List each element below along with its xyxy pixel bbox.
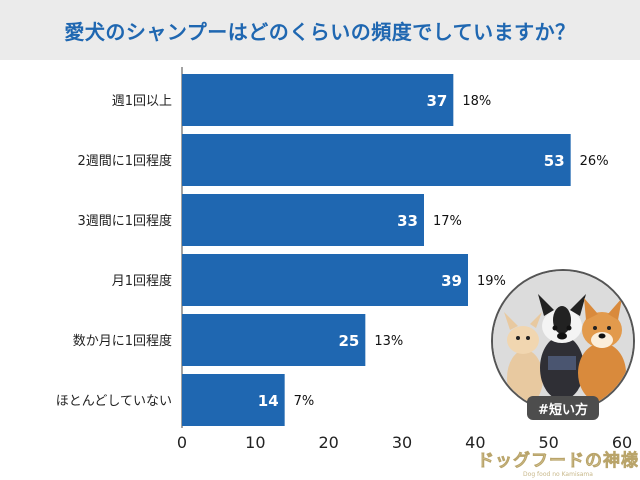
category-labels: 週1回以上 2週間に1回程度 3週間に1回程度月1回程度数か月に1回程度ほとんどして… [56,94,172,409]
bar-value-label: 53 [544,152,565,170]
category-label: ほとんどしていない [56,394,172,409]
page-title: 愛犬のシャンプーはどのくらいの頻度でしていますか？ [64,19,576,44]
bar-percent-label: 19% [477,274,506,289]
bar-percent-label: 26% [580,154,609,169]
bar-value-label: 33 [397,212,418,230]
bar-value-label: 37 [426,92,447,110]
bar-percent-label: 17% [433,214,462,229]
x-tick-labels: 0 10 20 30 40 50 60 [177,433,632,452]
bar [182,134,571,186]
bar [182,194,424,246]
brand-logo: ドッグフードの神様 Dog food no Kamisama [477,445,639,480]
bar [182,254,468,306]
bar [182,74,454,126]
bar-percent-label: 7% [294,394,315,409]
x-tick-label: 10 [245,433,265,452]
x-tick-label: 50 [538,433,558,452]
bar [182,374,285,426]
category-label: 3週間に1回程度 [77,213,172,229]
title-bar: 愛犬のシャンプーはどのくらいの頻度でしていますか？ [0,0,640,60]
x-tick-label: 60 [612,433,632,452]
category-label: 数か月に1回程度 [73,333,172,349]
category-label: 月1回程度 [112,273,172,289]
bar-value-label: 25 [338,332,359,350]
bar [182,314,366,366]
x-tick-label: 30 [392,433,412,452]
bar-value-label: 39 [441,272,462,290]
category-label: 2週間に1回程度 [77,153,172,169]
short-hair-badge: #短い方 [527,396,599,420]
logo-subtext: Dog food no Kamisama [523,471,593,478]
dogs-photo [490,268,636,414]
bar-percent-label: 13% [374,334,403,349]
bars-group: 37 18% 53 26% 33 17% 39 19% 25 13% 14 7% [182,74,609,426]
x-tick-label: 0 [177,433,187,452]
logo-text: ドッグフードの神様 [478,450,638,471]
bar-value-label: 14 [258,392,279,410]
category-label: 週1回以上 [112,94,172,109]
bar-percent-label: 18% [462,94,491,109]
x-tick-label: 20 [318,433,338,452]
bar-chart: 37 18% 53 26% 33 17% 39 19% 25 13% 14 7% 週1回以上 2週間に1… [56,67,632,452]
x-tick-label: 40 [465,433,485,452]
